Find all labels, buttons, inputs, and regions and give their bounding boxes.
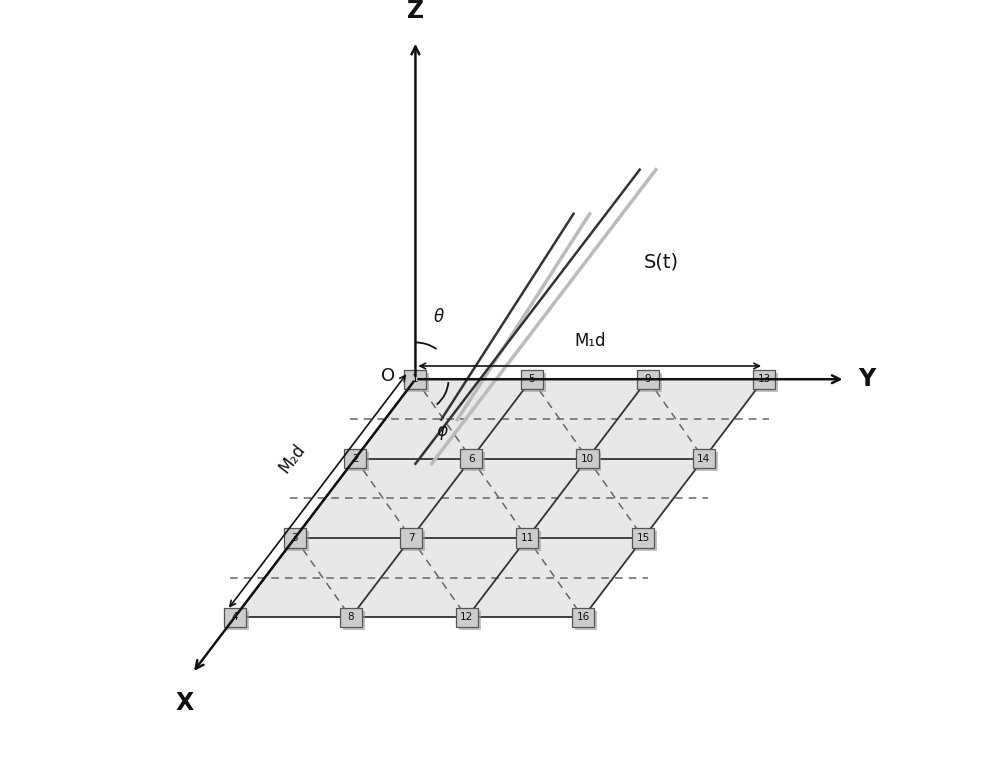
- Bar: [347, 452, 369, 471]
- Text: S(t): S(t): [643, 252, 679, 271]
- Text: 4: 4: [231, 612, 238, 622]
- Polygon shape: [235, 379, 764, 618]
- Bar: [400, 529, 422, 548]
- Bar: [519, 532, 541, 550]
- Bar: [696, 452, 718, 471]
- Bar: [524, 372, 546, 392]
- Bar: [340, 608, 362, 627]
- Bar: [226, 611, 249, 630]
- Bar: [516, 529, 538, 548]
- Bar: [459, 611, 481, 630]
- Text: 13: 13: [757, 374, 771, 384]
- Bar: [635, 532, 657, 550]
- Text: 1: 1: [412, 374, 419, 384]
- Text: θ: θ: [434, 308, 444, 327]
- Text: M₁d: M₁d: [574, 332, 605, 350]
- Bar: [407, 372, 429, 392]
- Text: X: X: [176, 691, 194, 715]
- Bar: [576, 449, 599, 468]
- Bar: [460, 449, 482, 468]
- Text: 11: 11: [521, 533, 534, 543]
- Text: Z: Z: [407, 0, 424, 22]
- Bar: [579, 452, 601, 471]
- Text: 15: 15: [637, 533, 650, 543]
- Bar: [343, 611, 365, 630]
- Bar: [753, 370, 775, 389]
- Text: O: O: [381, 367, 396, 385]
- Bar: [640, 372, 662, 392]
- Bar: [575, 611, 597, 630]
- Bar: [456, 608, 478, 627]
- Bar: [463, 452, 485, 471]
- Text: M₂d: M₂d: [275, 440, 309, 476]
- Bar: [404, 370, 426, 389]
- Bar: [284, 529, 306, 548]
- Bar: [344, 449, 366, 468]
- Text: Y: Y: [859, 367, 876, 391]
- Text: 3: 3: [292, 533, 298, 543]
- Text: 16: 16: [576, 612, 590, 622]
- Bar: [403, 532, 425, 550]
- Bar: [224, 608, 246, 627]
- Bar: [693, 449, 715, 468]
- Text: 14: 14: [697, 454, 710, 464]
- Text: φ: φ: [436, 422, 447, 440]
- Text: 2: 2: [352, 454, 358, 464]
- Bar: [287, 532, 309, 550]
- Text: 12: 12: [460, 612, 474, 622]
- Bar: [756, 372, 778, 392]
- Bar: [572, 608, 594, 627]
- Bar: [637, 370, 659, 389]
- Text: 10: 10: [581, 454, 594, 464]
- Text: 6: 6: [468, 454, 475, 464]
- Text: 9: 9: [644, 374, 651, 384]
- Text: 5: 5: [528, 374, 535, 384]
- Bar: [521, 370, 543, 389]
- Bar: [632, 529, 654, 548]
- Text: 8: 8: [347, 612, 354, 622]
- Text: 7: 7: [408, 533, 414, 543]
